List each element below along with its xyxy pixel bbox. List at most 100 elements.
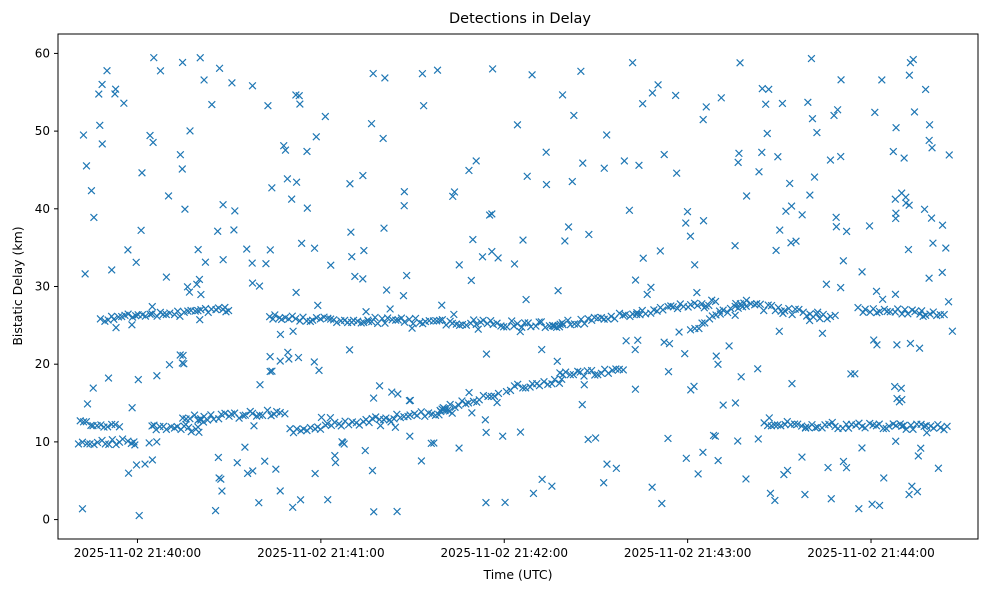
scatter-point (254, 498, 263, 507)
scatter-point (869, 336, 878, 344)
scatter-point (262, 259, 270, 268)
scatter-point (391, 316, 400, 325)
scatter-point (393, 507, 401, 516)
scatter-point (873, 341, 881, 349)
scatter-point (400, 318, 409, 326)
scatter-point (185, 288, 194, 296)
scatter-point (397, 314, 406, 322)
scatter-point (270, 311, 279, 319)
scatter-point (521, 384, 530, 392)
scatter-point (450, 188, 459, 196)
scatter-point (83, 400, 92, 408)
scatter-point (836, 152, 845, 161)
scatter-point (128, 321, 136, 329)
scatter-point (418, 69, 427, 78)
scatter-point (162, 273, 171, 281)
scatter-point (656, 247, 665, 255)
scatter-point (775, 226, 784, 234)
scatter-point (465, 166, 473, 175)
scatter-point (612, 464, 621, 473)
scatter-point (186, 414, 194, 423)
scatter-point (308, 316, 317, 324)
scatter-point (709, 431, 718, 440)
scatter-point (798, 453, 806, 461)
scatter-point (715, 307, 724, 315)
scatter-point (865, 222, 874, 230)
scatter-point (517, 323, 526, 332)
scatter-point (944, 297, 953, 306)
scatter-point (763, 129, 772, 138)
scatter-point (219, 200, 227, 209)
scatter-point (331, 458, 340, 467)
scatter-point (599, 478, 608, 487)
scatter-point (365, 418, 373, 427)
scatter-point (507, 317, 516, 325)
scatter-point (639, 254, 648, 263)
scatter-point (260, 457, 269, 465)
scatter-point (902, 199, 910, 207)
scatter-point (408, 324, 416, 332)
scatter-point (801, 424, 810, 432)
scatter-point (831, 311, 839, 320)
scatter-point (927, 214, 936, 222)
scatter-point (435, 316, 444, 325)
scatter-point (337, 422, 346, 430)
scatter-point (248, 467, 257, 475)
scatter-point (520, 318, 529, 327)
scatter-point (686, 326, 695, 334)
scatter-point (78, 438, 87, 447)
scatter-point (537, 318, 546, 326)
scatter-point (87, 421, 95, 430)
scatter-point (578, 159, 587, 167)
scatter-point (858, 268, 866, 276)
scatter-point (537, 345, 546, 354)
scatter-point (909, 55, 918, 64)
scatter-point (522, 295, 530, 304)
scatter-point (321, 112, 330, 121)
scatter-point (296, 100, 304, 108)
scatter-point (359, 171, 367, 180)
scatter-point (731, 241, 739, 250)
scatter-point (889, 147, 898, 156)
scatter-point (276, 408, 285, 417)
scatter-point (578, 400, 587, 409)
scatter-point (643, 290, 652, 299)
scatter-point (550, 375, 559, 384)
scatter-point (538, 475, 546, 484)
scatter-point (654, 80, 662, 89)
scatter-point (82, 417, 91, 426)
scatter-point (96, 315, 105, 323)
scatter-point (94, 90, 103, 98)
scatter-point (181, 205, 189, 214)
scatter-point (345, 346, 354, 354)
scatter-point (542, 180, 551, 189)
scatter-point (294, 353, 303, 362)
scatter-point (657, 499, 666, 508)
scatter-point (712, 352, 721, 360)
scatter-point (878, 295, 887, 304)
scatter-point (714, 360, 722, 369)
scatter-point (87, 186, 96, 195)
scatter-point (130, 438, 138, 446)
scatter-point (437, 301, 446, 309)
scatter-point (242, 245, 251, 253)
scatter-point (288, 312, 297, 320)
scatter-point (926, 310, 934, 318)
scatter-point (190, 411, 199, 419)
scatter-point (379, 134, 387, 143)
scatter-point (400, 187, 409, 196)
scatter-point (767, 301, 776, 310)
scatter-point (686, 232, 695, 241)
scatter-point (604, 369, 613, 378)
scatter-point (183, 283, 192, 291)
scatter-point (812, 309, 821, 318)
scatter-point (488, 65, 497, 73)
scatter-point (694, 470, 702, 478)
scatter-point (832, 213, 840, 222)
scatter-point (310, 358, 319, 366)
scatter-point (941, 244, 950, 252)
scatter-point (714, 456, 722, 465)
scatter-point (195, 428, 203, 437)
scatter-point (879, 474, 888, 482)
scatter-point (380, 224, 388, 232)
